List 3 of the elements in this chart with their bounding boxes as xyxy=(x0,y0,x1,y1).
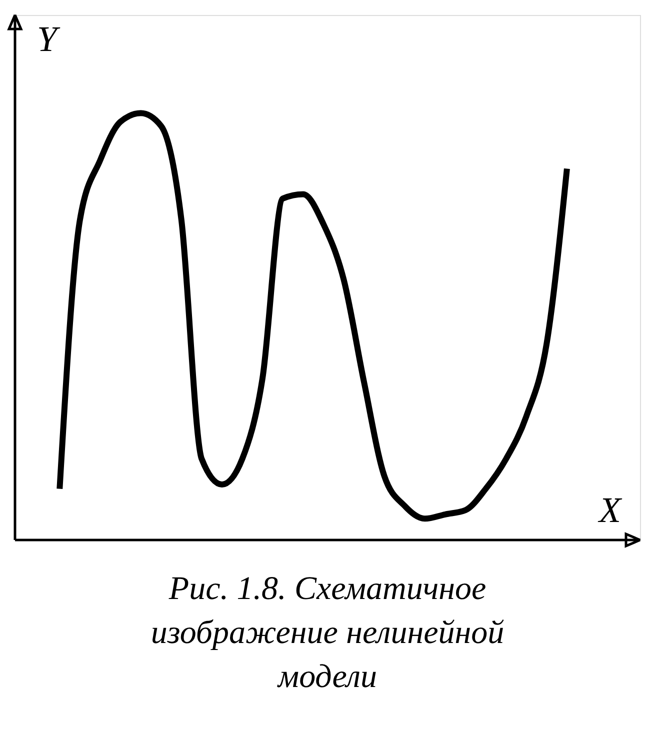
text: Рис. 1.8. Схематичное изображение нелинейной модели xyxy=(150,571,505,695)
y-axis-title: Y xyxy=(37,19,61,59)
x-axis-title: X xyxy=(597,490,623,530)
